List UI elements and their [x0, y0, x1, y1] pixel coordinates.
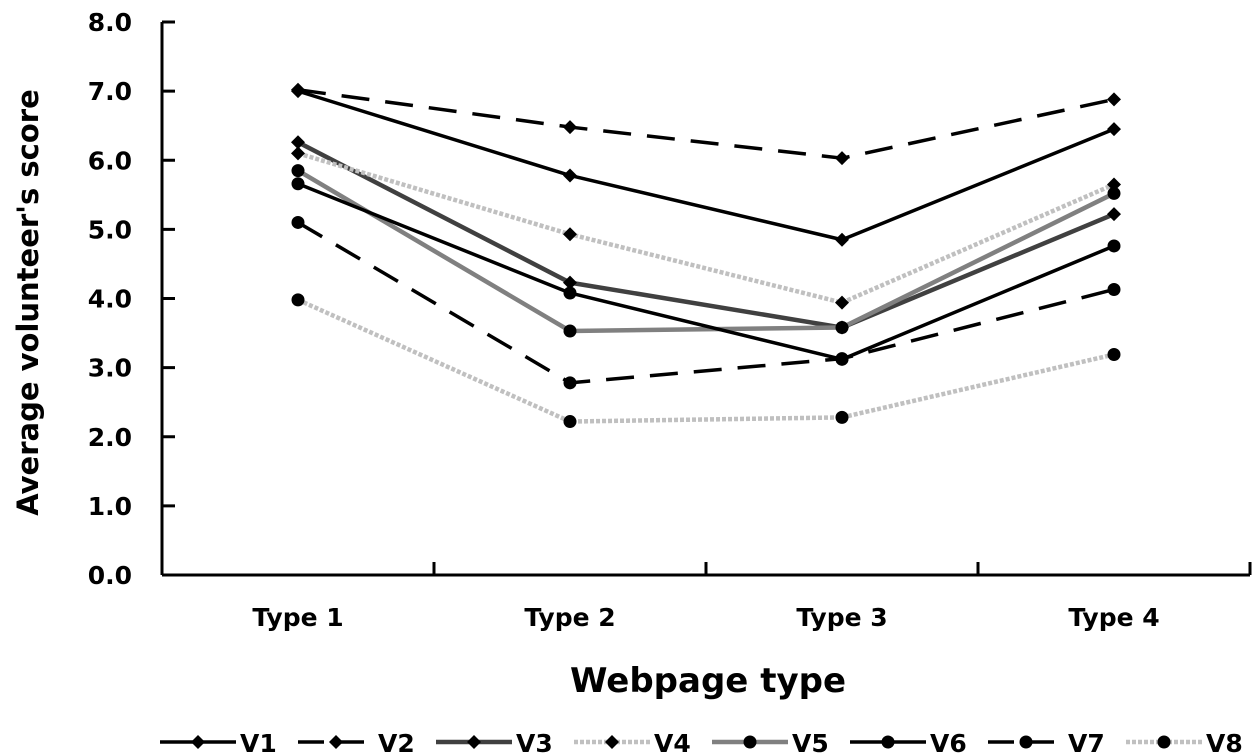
legend-marker: [743, 735, 757, 749]
data-point-v8: [563, 415, 577, 429]
y-tick-label: 6.0: [88, 146, 132, 175]
data-point-v1: [563, 168, 577, 183]
series-v7: [291, 215, 1121, 390]
series-line-v8: [297, 297, 1115, 424]
series-line-v7: [297, 220, 1115, 385]
legend-label: V6: [930, 729, 967, 755]
legend-item-v4: V4: [574, 729, 691, 755]
y-tick-label: 8.0: [88, 8, 132, 37]
legend-label: V3: [516, 729, 553, 755]
legend-item-v3: V3: [436, 729, 553, 755]
data-point-v3: [291, 135, 305, 150]
data-point-v7: [835, 352, 849, 366]
legend-item-v5: V5: [712, 729, 829, 755]
series-line-v3: [296, 140, 1115, 330]
x-tick-label: Type 2: [524, 603, 615, 632]
data-point-v8: [291, 293, 305, 307]
legend-item-v6: V6: [850, 729, 967, 755]
data-point-v6: [563, 286, 577, 300]
data-point-v2: [835, 151, 849, 166]
series-line-v2: [297, 88, 1115, 160]
legend-item-v1: V1: [160, 729, 277, 755]
legend-label: V5: [792, 729, 829, 755]
data-point-v4: [291, 146, 305, 161]
x-axis: Type 1 Type 2 Type 3 Type 4: [162, 562, 1252, 632]
data-point-v7: [563, 376, 577, 390]
legend-marker: [329, 735, 343, 749]
data-point-v4: [563, 227, 577, 242]
series-line-v1: [297, 89, 1115, 242]
series-v1: [291, 84, 1121, 247]
legend-marker: [881, 735, 895, 749]
series-line-v6: [297, 182, 1115, 362]
data-point-v5: [291, 164, 305, 178]
data-point-v5: [563, 324, 577, 338]
legend-label: V1: [240, 729, 277, 755]
legend-item-v2: V2: [298, 729, 415, 755]
legend-marker: [1157, 735, 1171, 749]
y-tick-label: 5.0: [88, 215, 132, 244]
x-tick-label: Type 3: [796, 603, 887, 632]
data-point-v2: [291, 82, 305, 97]
data-point-v3: [563, 275, 577, 290]
data-point-v2: [563, 120, 577, 135]
data-point-v7: [291, 215, 305, 229]
y-tick-label: 0.0: [88, 561, 132, 590]
y-axis: 0.0 1.0 2.0 3.0 4.0 5.0 6.0 7.0 8.0: [88, 8, 175, 590]
data-point-v5: [1107, 186, 1121, 200]
series-line-v4: [297, 151, 1115, 305]
series-v8: [291, 293, 1121, 429]
x-tick-label: Type 4: [1068, 603, 1159, 632]
data-point-v6: [291, 177, 305, 191]
data-point-v5: [835, 321, 849, 335]
legend-label: V7: [1068, 729, 1105, 755]
data-point-v1: [1107, 122, 1121, 137]
data-point-v6: [1107, 239, 1121, 253]
x-axis-title: Webpage type: [570, 661, 846, 701]
legend-label: V8: [1206, 729, 1243, 755]
data-point-v2: [1107, 92, 1121, 107]
y-axis-title: Average volunteer's score: [11, 89, 45, 516]
series-v2: [291, 82, 1121, 166]
legend-marker: [191, 735, 205, 749]
series-v5: [291, 164, 1121, 338]
legend-item-v7: V7: [988, 729, 1105, 755]
y-tick-label: 4.0: [88, 285, 132, 314]
data-point-v7: [1107, 283, 1121, 297]
legend-label: V4: [654, 729, 691, 755]
data-point-v3: [1107, 207, 1121, 222]
legend-marker: [605, 735, 619, 749]
y-tick-label: 2.0: [88, 423, 132, 452]
legend-marker: [1019, 735, 1033, 749]
data-point-v8: [835, 410, 849, 424]
y-tick-label: 7.0: [88, 77, 132, 106]
legend-item-v8: V8: [1126, 729, 1243, 755]
data-point-v1: [835, 232, 849, 247]
series-layer: [291, 82, 1121, 429]
data-point-v4: [835, 295, 849, 310]
y-tick-label: 1.0: [88, 492, 132, 521]
legend-label: V2: [378, 729, 415, 755]
y-tick-label: 3.0: [88, 354, 132, 383]
legend-marker: [467, 735, 481, 749]
series-line-v5: [296, 168, 1115, 334]
data-point-v8: [1107, 347, 1121, 361]
x-tick-label: Type 1: [252, 603, 343, 632]
series-v4: [291, 146, 1121, 310]
legend: V1 V2 V3 V4 V5 V6 V7 V8: [160, 729, 1243, 755]
data-point-v4: [1107, 177, 1121, 192]
